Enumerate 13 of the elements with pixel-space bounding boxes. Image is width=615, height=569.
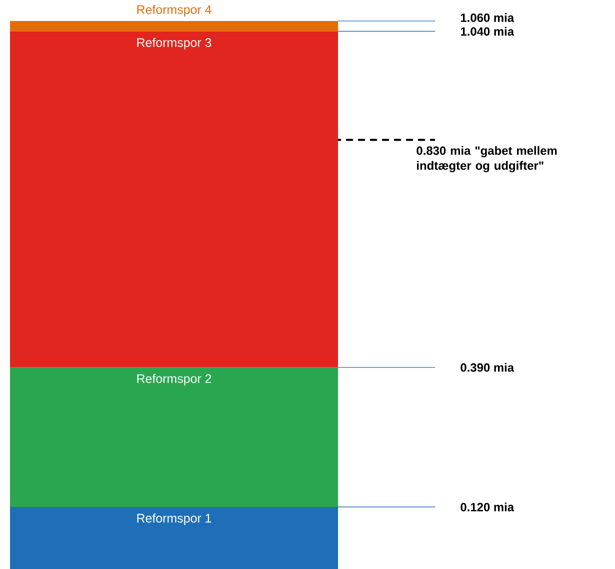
series-label: Reformspor 3 (137, 38, 212, 50)
y-tick-label: 0.120 mia (460, 502, 514, 512)
bar (10, 31, 338, 368)
y-tick-label: 1.040 mia (460, 26, 514, 36)
ref-line-label: 0.830 mia "gabet mellem indtægter og udgifter" (416, 146, 557, 172)
bar (10, 506, 338, 569)
y-tick-label: 1.060 mia (460, 13, 514, 22)
y-tick-label: 0.390 mia (460, 362, 514, 372)
series-label: Reformspor 2 (137, 374, 212, 386)
series-label: Reformspor 1 (137, 513, 212, 526)
series-label: Reformspor 4 (137, 4, 212, 16)
bar (10, 367, 338, 507)
bar (10, 20, 338, 32)
